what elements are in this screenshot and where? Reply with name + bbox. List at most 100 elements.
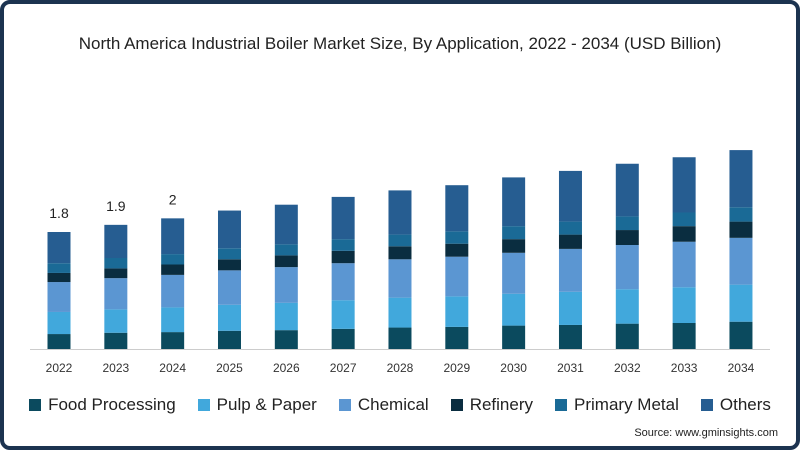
- bar-segment-food-processing-2026: [274, 330, 298, 349]
- data-label: 2: [169, 191, 177, 207]
- x-tick-label: 2027: [330, 361, 357, 375]
- legend-item: Pulp & Paper: [197, 395, 317, 415]
- bar-segment-pulp-paper-2027: [331, 300, 355, 329]
- bar-segment-pulp-paper-2033: [672, 287, 696, 323]
- bar-segment-food-processing-2029: [445, 326, 469, 349]
- x-tick-label: 2022: [46, 361, 73, 375]
- bar-segment-others-2022: [47, 232, 71, 264]
- legend-item: Refinery: [450, 395, 534, 415]
- x-tick-label: 2034: [728, 361, 755, 375]
- bar-segment-refinery-2025: [217, 259, 241, 271]
- legend-swatch: [197, 399, 210, 411]
- bar-segment-others-2023: [104, 224, 128, 258]
- x-tick-label: 2029: [443, 361, 470, 375]
- x-tick-label: 2030: [500, 361, 527, 375]
- legend-label: Refinery: [469, 395, 534, 414]
- bar-segment-pulp-paper-2030: [502, 293, 526, 326]
- bar-segment-refinery-2026: [274, 255, 298, 268]
- bar-segment-food-processing-2030: [502, 325, 526, 349]
- bar-segment-food-processing-2034: [729, 321, 753, 349]
- bar-segment-others-2031: [558, 170, 582, 222]
- legend-label: Pulp & Paper: [216, 395, 317, 414]
- bar-segment-primary-metal-2030: [502, 226, 526, 240]
- legend-item: Food Processing: [29, 395, 176, 415]
- bar-segment-others-2027: [331, 196, 355, 240]
- bar-segment-chemical-2023: [104, 278, 128, 310]
- bar-segment-food-processing-2033: [672, 323, 696, 349]
- bar-segment-food-processing-2025: [217, 330, 241, 349]
- bar-segment-food-processing-2023: [104, 332, 128, 349]
- bar-segment-food-processing-2028: [388, 327, 412, 349]
- bar-segment-refinery-2030: [502, 239, 526, 253]
- bar-segment-chemical-2031: [558, 248, 582, 292]
- bar-segment-refinery-2031: [558, 234, 582, 249]
- bar-segment-refinery-2023: [104, 268, 128, 279]
- bar-segment-refinery-2034: [729, 221, 753, 238]
- legend-swatch: [700, 399, 713, 411]
- legend-swatch: [29, 399, 42, 411]
- bar-segment-others-2030: [502, 177, 526, 227]
- bar-segment-food-processing-2031: [558, 324, 582, 349]
- legend-item: Others: [700, 395, 771, 415]
- legend-item: Chemical: [338, 395, 429, 415]
- legend: Food Processing Pulp & Paper Chemical Refin…: [0, 395, 800, 415]
- bar-segment-food-processing-2032: [615, 323, 639, 349]
- bar-segment-refinery-2027: [331, 250, 355, 264]
- x-tick-label: 2031: [557, 361, 584, 375]
- bar-segment-chemical-2025: [217, 270, 241, 305]
- bar-segment-chemical-2022: [47, 282, 71, 312]
- bar-segment-primary-metal-2027: [331, 239, 355, 251]
- x-tick-label: 2025: [216, 361, 243, 375]
- legend-item: Primary Metal: [555, 395, 679, 415]
- source-note: Source: www.gminsights.com: [634, 427, 778, 439]
- bar-segment-pulp-paper-2032: [615, 289, 639, 324]
- legend-label: Chemical: [357, 395, 429, 414]
- bar-segment-primary-metal-2023: [104, 258, 128, 269]
- bar-segment-refinery-2032: [615, 230, 639, 245]
- bar-segment-chemical-2029: [445, 256, 469, 297]
- bar-segment-primary-metal-2022: [47, 263, 71, 273]
- bar-segment-food-processing-2022: [47, 334, 71, 349]
- bar-segment-chemical-2030: [502, 252, 526, 294]
- bar-segment-others-2026: [274, 204, 298, 245]
- bar-segment-others-2033: [672, 157, 696, 213]
- chart-title: North America Industrial Boiler Market S…: [78, 34, 722, 53]
- bar-segment-food-processing-2027: [331, 328, 355, 349]
- bar-segment-pulp-paper-2031: [558, 291, 582, 325]
- bar-segment-pulp-paper-2025: [217, 304, 241, 331]
- bar-segment-primary-metal-2031: [558, 221, 582, 235]
- bar-segment-others-2034: [729, 150, 753, 208]
- bar-segment-others-2032: [615, 163, 639, 217]
- x-tick-label: 2033: [671, 361, 698, 375]
- bar-segment-refinery-2029: [445, 243, 469, 257]
- x-tick-label: 2028: [387, 361, 414, 375]
- data-label: 1.9: [106, 198, 126, 214]
- bar-segment-primary-metal-2034: [729, 207, 753, 222]
- x-tick-label: 2024: [159, 361, 186, 375]
- bar-segment-pulp-paper-2029: [445, 296, 469, 327]
- x-tick-label: 2023: [102, 361, 129, 375]
- bar-segment-primary-metal-2025: [217, 248, 241, 260]
- bar-segment-pulp-paper-2022: [47, 311, 71, 335]
- bar-segment-pulp-paper-2034: [729, 284, 753, 322]
- bar-segment-pulp-paper-2023: [104, 309, 128, 333]
- bar-segment-primary-metal-2026: [274, 244, 298, 256]
- bar-segment-others-2024: [161, 218, 185, 255]
- bar-segment-primary-metal-2032: [615, 216, 639, 231]
- bar-segment-primary-metal-2033: [672, 212, 696, 227]
- bar-segment-pulp-paper-2028: [388, 297, 412, 328]
- bar-segment-primary-metal-2028: [388, 234, 412, 247]
- bar-segment-refinery-2022: [47, 272, 71, 283]
- legend-label: Primary Metal: [574, 395, 679, 414]
- bar-segment-refinery-2028: [388, 246, 412, 260]
- legend-label: Food Processing: [48, 395, 176, 414]
- bar-segment-primary-metal-2024: [161, 254, 185, 265]
- x-tick-label: 2026: [273, 361, 300, 375]
- legend-label: Others: [719, 395, 771, 414]
- bar-segment-others-2028: [388, 190, 412, 235]
- legend-swatch: [338, 399, 351, 411]
- legend-swatch: [450, 399, 463, 411]
- bar-segment-pulp-paper-2026: [274, 302, 298, 331]
- bar-segment-primary-metal-2029: [445, 231, 469, 244]
